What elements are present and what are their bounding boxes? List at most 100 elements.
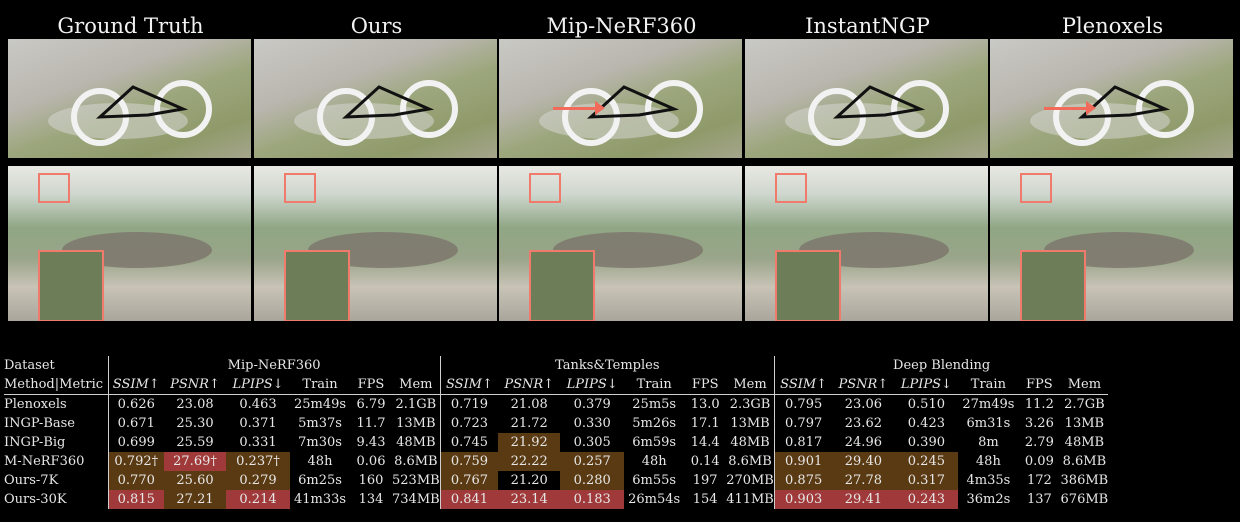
- table-cell: 0.759: [439, 452, 499, 471]
- table-cell: 6m59s: [632, 435, 677, 450]
- zoom-inset: [529, 250, 595, 321]
- table-cell: 13MB: [730, 416, 770, 431]
- table-cell: 36m2s: [966, 492, 1011, 507]
- metrics-table: Dataset Mip-NeRF360 Tanks&Temples Deep B…: [4, 356, 1109, 509]
- table-cell: 22.22: [498, 452, 561, 471]
- table-cell: 160: [358, 473, 384, 488]
- method-label: Method|Metric: [4, 375, 108, 395]
- table-cell: 8.6MB: [728, 454, 772, 469]
- metric-header: Train: [958, 375, 1019, 395]
- table-cell: 14.4: [690, 435, 720, 450]
- table-cell: 0.379: [573, 397, 611, 412]
- table-cell: 0.815: [107, 490, 164, 509]
- table-cell: 48h: [641, 454, 667, 469]
- table-row: Ours-30K 0.815 27.21 0.214 41m33s 134 734MB 0.8…: [4, 490, 1108, 509]
- bicycle-image-ours: [254, 39, 497, 158]
- table-cell: 0.243: [894, 490, 959, 509]
- metric-header: Mem: [1060, 375, 1109, 395]
- table-cell: 8.6MB: [1062, 454, 1107, 469]
- table-cell: 6m55s: [632, 473, 677, 488]
- table-row: Ours-7K 0.770 25.60 0.279 6m25s 160 523MB 0.767…: [4, 471, 1108, 490]
- table-cell: 7m30s: [298, 435, 342, 450]
- table-cell: 0.280: [560, 471, 625, 490]
- table-cell: 29.40: [832, 452, 895, 471]
- metric-header: LPIPS↓: [226, 375, 290, 395]
- table-cell: 25.59: [176, 435, 214, 450]
- table-cell: 0.423: [907, 416, 945, 431]
- table-cell: 0.795: [773, 394, 833, 414]
- table-cell: 734MB: [392, 492, 440, 507]
- zoom-region-box: [775, 173, 807, 203]
- table-cell: 2.7GB: [1064, 397, 1105, 412]
- table-cell: 0.06: [356, 454, 386, 469]
- table-cell: 0.183: [560, 490, 625, 509]
- garden-image-plenoxels: [990, 166, 1233, 321]
- table-cell: 4m35s: [966, 473, 1011, 488]
- table-cell: 0.371: [239, 416, 277, 431]
- table-cell: 48MB: [396, 435, 436, 450]
- table-cell: 23.62: [844, 416, 882, 431]
- table-cell: 0.719: [439, 394, 499, 414]
- metric-header: PSNR↑: [498, 375, 561, 395]
- method-name: Ours-30K: [4, 492, 67, 507]
- zoom-inset: [1020, 250, 1086, 321]
- garden-image-mipnerf360: [499, 166, 742, 321]
- table-cell: 0.875: [773, 471, 833, 490]
- table-cell: 0.699: [107, 433, 164, 452]
- table-cell: 0.901: [773, 452, 833, 471]
- table-cell: 386MB: [1060, 473, 1109, 488]
- metric-header: PSNR↑: [832, 375, 895, 395]
- dataset-label: Dataset: [4, 358, 55, 373]
- table-cell: 8m: [978, 435, 999, 450]
- column-title-plenoxels: Plenoxels: [1061, 14, 1164, 38]
- table-cell: 6.79: [356, 397, 386, 412]
- table-cell: 172: [1026, 473, 1052, 488]
- table-cell: 0.214: [226, 490, 290, 509]
- garden-image-ground-truth: [8, 166, 251, 321]
- table-cell: 13.0: [690, 397, 720, 412]
- table-cell: 0.792†: [107, 452, 164, 471]
- table-cell: 21.92: [498, 433, 561, 452]
- metric-header: Mem: [392, 375, 441, 395]
- table-cell: 0.767: [439, 471, 499, 490]
- table-cell: 9.43: [356, 435, 386, 450]
- table-cell: 3.26: [1024, 416, 1054, 431]
- table-cell: 270MB: [726, 473, 774, 488]
- zoom-region-box: [38, 173, 70, 203]
- zoom-inset: [38, 250, 104, 321]
- table-cell: 6m31s: [966, 416, 1011, 431]
- group-header-tanks-temples: Tanks&Temples: [439, 356, 775, 375]
- table-cell: 48h: [975, 454, 1001, 469]
- table-cell: 25m5s: [632, 397, 677, 412]
- table-cell: 0.237†: [226, 452, 290, 471]
- table-cell: 0.817: [773, 433, 833, 452]
- method-name: INGP-Base: [4, 416, 75, 431]
- group-header-deep-blending: Deep Blending: [773, 356, 1109, 375]
- metric-header: SSIM↑: [107, 375, 164, 395]
- column-title-instantngp: InstantNGP: [805, 14, 930, 38]
- table-cell: 0.331: [239, 435, 277, 450]
- table-cell: 0.626: [107, 394, 164, 414]
- zoom-inset: [284, 250, 350, 321]
- table-cell: 2.79: [1024, 435, 1054, 450]
- table-cell: 48MB: [730, 435, 770, 450]
- table-cell: 0.510: [907, 397, 945, 412]
- table-cell: 5m26s: [632, 416, 677, 431]
- table-cell: 0.841: [439, 490, 499, 509]
- table-cell: 25.30: [176, 416, 214, 431]
- table-cell: 6m25s: [298, 473, 342, 488]
- table-cell: 0.279: [226, 471, 290, 490]
- table-cell: 0.305: [573, 435, 611, 450]
- table-cell: 21.72: [510, 416, 548, 431]
- table-cell: 11.7: [356, 416, 386, 431]
- table-cell: 411MB: [726, 492, 774, 507]
- metric-header: PSNR↑: [164, 375, 226, 395]
- table-row: INGP-Big 0.699 25.59 0.331 7m30s 9.43 48MB 0.74…: [4, 433, 1108, 452]
- table-row: M-NeRF360 0.792† 27.69† 0.237† 48h 0.06 8.6MB 0…: [4, 452, 1108, 471]
- metric-header: SSIM↑: [773, 375, 833, 395]
- method-name: M-NeRF360: [4, 454, 85, 469]
- table-cell: 134: [358, 492, 384, 507]
- table-cell: 197: [692, 473, 718, 488]
- zoom-region-box: [529, 173, 561, 203]
- metric-header: FPS: [1018, 375, 1061, 395]
